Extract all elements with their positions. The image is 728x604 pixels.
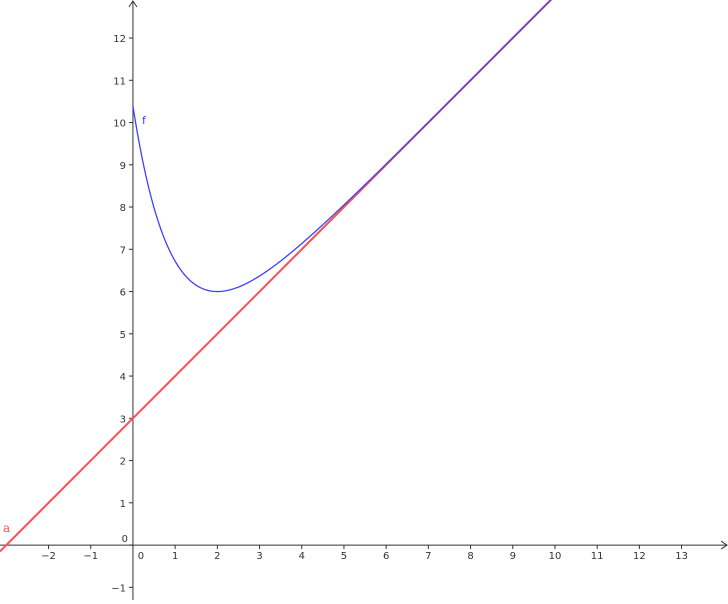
x-tick-label: 8: [467, 551, 473, 562]
origin-label-x: 0: [138, 551, 144, 562]
y-tick-label: −1: [111, 583, 126, 594]
series-a-line[interactable]: [0, 0, 728, 553]
y-tick-label: 12: [113, 34, 126, 45]
x-tick-label: 6: [383, 551, 389, 562]
y-tick-label: 3: [120, 414, 126, 425]
y-tick-label: 10: [113, 119, 126, 130]
y-tick-label: 6: [120, 288, 126, 299]
x-tick-label: 11: [591, 551, 604, 562]
y-tick-label: 8: [120, 203, 126, 214]
origin-label-y: 0: [122, 534, 128, 545]
series-a-label: a: [3, 521, 10, 535]
x-axis-arrow: [720, 540, 728, 550]
x-tick-label: 7: [425, 551, 431, 562]
series-f-label: f: [142, 114, 147, 127]
x-tick-label: 2: [214, 551, 220, 562]
x-tick-label: 3: [256, 551, 262, 562]
x-tick-label: 4: [299, 551, 305, 562]
y-tick-label: 2: [120, 457, 126, 468]
y-tick-label: 1: [120, 499, 126, 510]
y-tick-label: 11: [113, 76, 126, 87]
x-tick-label: 9: [510, 551, 516, 562]
x-tick-label: 1: [172, 551, 178, 562]
y-axis-arrow: [128, 0, 138, 8]
y-tick-label: 9: [120, 161, 126, 172]
x-tick-label: −2: [41, 551, 56, 562]
y-tick-label: 7: [120, 245, 126, 256]
x-tick-label: −1: [83, 551, 98, 562]
x-tick-label: 10: [549, 551, 562, 562]
y-tick-label: 5: [120, 330, 126, 341]
x-tick-label: 12: [633, 551, 646, 562]
y-tick-label: 4: [120, 372, 126, 383]
x-tick-label: 5: [341, 551, 347, 562]
series-f-curve[interactable]: [132, 0, 728, 293]
x-tick-label: 13: [675, 551, 688, 562]
